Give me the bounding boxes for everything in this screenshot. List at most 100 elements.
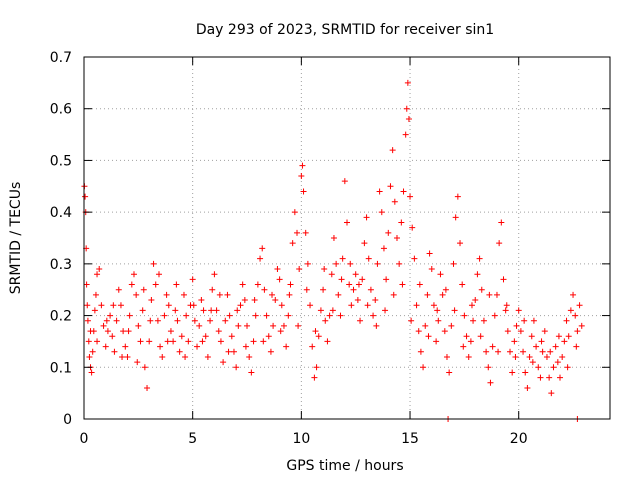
data-point xyxy=(434,307,441,314)
data-point xyxy=(424,291,431,298)
data-point xyxy=(148,297,155,304)
data-point xyxy=(561,338,568,345)
data-point xyxy=(541,328,548,335)
data-point xyxy=(291,209,298,216)
data-point xyxy=(426,250,433,257)
data-point xyxy=(374,260,381,267)
data-point xyxy=(119,353,126,360)
data-point xyxy=(564,364,571,371)
data-point xyxy=(250,338,257,345)
data-point xyxy=(570,291,577,298)
data-point xyxy=(328,271,335,278)
data-point xyxy=(228,333,235,340)
data-point xyxy=(357,317,364,324)
data-point xyxy=(109,333,116,340)
data-point xyxy=(417,348,424,355)
data-point xyxy=(180,291,187,298)
data-point xyxy=(405,116,412,123)
data-point xyxy=(183,312,190,319)
data-point xyxy=(373,322,380,329)
data-point xyxy=(309,343,316,350)
data-point xyxy=(480,317,487,324)
data-point xyxy=(147,317,154,324)
data-point xyxy=(430,302,437,309)
data-point xyxy=(457,240,464,247)
data-point xyxy=(472,297,479,304)
x-tick-label: 5 xyxy=(188,431,197,447)
data-point xyxy=(263,312,270,319)
data-point xyxy=(202,333,209,340)
data-point xyxy=(396,260,403,267)
x-tick-label: 20 xyxy=(510,431,528,447)
data-point xyxy=(126,312,133,319)
data-point xyxy=(450,260,457,267)
data-point xyxy=(196,322,203,329)
data-point xyxy=(244,322,251,329)
data-point xyxy=(460,343,467,350)
data-point xyxy=(443,353,450,360)
data-point xyxy=(441,328,448,335)
data-point xyxy=(134,359,141,366)
data-point xyxy=(559,353,566,360)
data-point xyxy=(326,312,333,319)
data-point xyxy=(393,235,400,241)
data-point xyxy=(304,260,311,267)
data-point xyxy=(269,291,276,298)
y-tick-label: 0.1 xyxy=(50,360,72,376)
data-point xyxy=(98,302,105,309)
data-point xyxy=(341,178,348,185)
data-point xyxy=(155,271,162,278)
data-point xyxy=(117,302,124,309)
y-tick-label: 0 xyxy=(63,412,72,428)
data-point xyxy=(355,281,362,288)
data-point xyxy=(130,271,137,278)
data-point xyxy=(272,297,279,304)
data-point xyxy=(487,379,494,386)
data-point xyxy=(220,359,227,366)
data-point xyxy=(404,79,411,86)
data-point xyxy=(463,333,470,340)
data-point xyxy=(533,343,540,350)
data-point xyxy=(161,312,168,319)
data-point xyxy=(298,172,305,179)
data-point xyxy=(422,322,429,329)
data-point xyxy=(555,333,562,340)
data-point xyxy=(413,302,420,309)
data-point xyxy=(348,302,355,309)
data-point xyxy=(372,297,379,304)
data-point xyxy=(257,255,264,262)
data-point xyxy=(524,384,531,391)
data-point xyxy=(167,328,174,335)
data-point xyxy=(315,333,322,340)
data-point xyxy=(361,240,368,247)
data-point xyxy=(294,229,301,236)
data-point xyxy=(321,266,328,273)
data-point xyxy=(511,338,518,345)
data-point xyxy=(226,312,233,319)
data-point xyxy=(222,317,229,324)
data-point xyxy=(190,302,197,309)
data-point xyxy=(103,317,110,324)
data-point xyxy=(539,348,546,355)
data-point xyxy=(146,338,153,345)
data-point xyxy=(565,333,572,340)
data-point xyxy=(84,302,91,309)
data-point xyxy=(113,317,120,324)
data-point xyxy=(225,348,232,355)
data-point xyxy=(115,286,122,293)
x-tick-label: 10 xyxy=(292,431,310,447)
data-point xyxy=(320,286,327,293)
data-point xyxy=(302,229,309,236)
data-point xyxy=(102,343,109,350)
data-point xyxy=(317,307,324,314)
data-point xyxy=(261,286,268,293)
y-tick-label: 0.4 xyxy=(50,205,72,221)
data-point xyxy=(467,338,474,345)
data-point xyxy=(407,193,414,200)
data-point xyxy=(307,302,314,309)
y-tick-label: 0.3 xyxy=(50,257,72,273)
data-point xyxy=(474,271,481,278)
data-point xyxy=(567,307,574,314)
data-point xyxy=(378,209,385,216)
y-tick-label: 0.7 xyxy=(50,50,72,66)
